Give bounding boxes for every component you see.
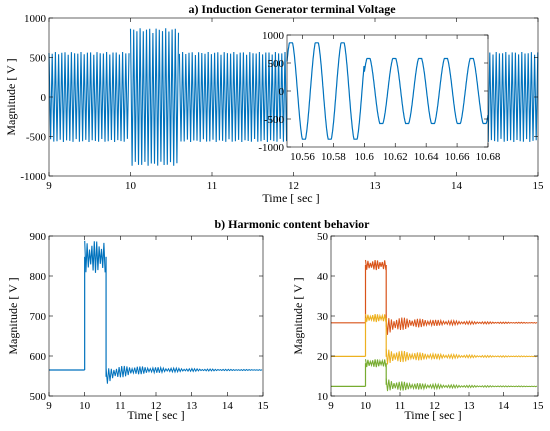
- chart-c-ytick-label: 50: [317, 231, 329, 243]
- chart-b-xtick-label: 9: [46, 400, 52, 412]
- chart-b-title: b) Harmonic content behavior: [215, 217, 371, 231]
- chart-c-ytick-label: 20: [317, 351, 329, 363]
- series-plateau: [364, 313, 387, 323]
- inset-xtick-label: 10.56: [290, 151, 315, 163]
- chart-a-xtick-label: 13: [370, 180, 382, 192]
- chart-b-ytick-label: 600: [30, 351, 47, 363]
- chart-a-xtick-label: 10: [125, 180, 137, 192]
- chart-a-xtick-label: 9: [46, 180, 52, 192]
- chart-b-axes: 9 10 11 12 13 14 15 500 600 700 800 900: [30, 231, 270, 412]
- chart-c-ytick-label: 40: [317, 271, 329, 283]
- chart-b-frame: [48, 235, 264, 397]
- chart-b-ytick-label: 700: [30, 311, 47, 323]
- chart-a-xtick-label: 11: [207, 180, 218, 192]
- chart-b-ytick-label: 500: [30, 391, 47, 403]
- chart-a-ylabel: Magnitude [ V ]: [4, 58, 18, 135]
- chart-b-ytick-label: 800: [30, 271, 47, 283]
- chart-c-xtick-label: 13: [464, 400, 476, 412]
- chart-b-ytick-label: 900: [30, 231, 47, 243]
- chart-b-xtick-label: 14: [222, 400, 234, 412]
- chart-b-xtick-label: 10: [79, 400, 91, 412]
- chart-b-xtick-label: 15: [258, 400, 270, 412]
- chart-c-xtick-label: 9: [328, 400, 334, 412]
- inset-xtick-label: 10.64: [414, 151, 439, 163]
- chart-c-xtick-label: 15: [533, 400, 545, 412]
- chart-a-ytick-label: -500: [26, 132, 47, 144]
- inset-ytick-label: 0: [279, 86, 285, 98]
- chart-harmonic-left: b) Harmonic content behavior 9 10 11 12 13 14…: [6, 217, 370, 422]
- chart-b-plot-area: [49, 240, 263, 384]
- inset-xtick-label: 10.68: [476, 151, 501, 163]
- chart-b-xlabel: Time [ sec ]: [127, 408, 184, 422]
- chart-c-xtick-label: 12: [429, 400, 440, 412]
- inset-ytick-label: 1000: [262, 30, 285, 42]
- chart-b-xtick-label: 11: [115, 400, 126, 412]
- chart-c-xtick-label: 14: [498, 400, 510, 412]
- chart-a-title: a) Induction Generator terminal Voltage: [188, 2, 396, 16]
- inset-ytick-label: -1000: [258, 142, 284, 154]
- series-decay: [385, 348, 538, 365]
- chart-c-ylabel: Magnitude [ V ]: [291, 277, 305, 354]
- chart-b-ylabel: Magnitude [ V ]: [6, 277, 20, 354]
- series-decay: [105, 365, 263, 384]
- inset-ytick-label: 500: [268, 58, 285, 70]
- chart-c-ytick-label: 30: [317, 311, 329, 323]
- inset-waveform: [286, 42, 489, 140]
- inset-xtick-label: 10.62: [383, 151, 408, 163]
- chart-b-xtick-label: 13: [186, 400, 198, 412]
- series-plateau: [84, 240, 106, 273]
- inset-ytick-label: -500: [264, 114, 285, 126]
- chart-c-frame: [330, 235, 539, 397]
- chart-a-xtick-label: 12: [288, 180, 299, 192]
- chart-a-ytick-label: -1000: [20, 171, 46, 183]
- inset-xtick-label: 10.58: [321, 151, 346, 163]
- chart-a-inset: 10.56 10.58 10.6 10.62 10.64 10.66 10.68 -1000 -…: [258, 30, 501, 163]
- chart-b-xtick-label: 12: [151, 400, 162, 412]
- series-decay: [385, 317, 538, 335]
- chart-c-ytick-label: 10: [317, 391, 329, 403]
- chart-a-ytick-label: 500: [30, 53, 47, 65]
- chart-c-xtick-label: 11: [395, 400, 406, 412]
- chart-a-xlabel: Time [ sec ]: [262, 191, 319, 205]
- series-decay: [385, 378, 538, 392]
- chart-a-xtick-label: 15: [533, 180, 545, 192]
- chart-c-xlabel: Time [ sec ]: [404, 408, 461, 422]
- chart-a-ytick-label: 1000: [24, 13, 47, 25]
- series-plateau: [364, 358, 387, 368]
- chart-voltage: a) Induction Generator terminal Voltage …: [4, 2, 544, 205]
- chart-c-plot-area: [331, 259, 538, 392]
- chart-a-xtick-label: 14: [451, 180, 463, 192]
- series-plateau: [364, 259, 387, 271]
- chart-a-ytick-label: 0: [41, 92, 47, 104]
- chart-a-axes: 9 10 11 12 13 14 15 -1000 -500 0 500 1000: [20, 13, 544, 192]
- voltage-band-segment: [129, 28, 180, 166]
- chart-c-xtick-label: 10: [360, 400, 372, 412]
- voltage-band-segment: [48, 51, 130, 143]
- inset-xtick-label: 10.6: [355, 151, 375, 163]
- inset-xtick-label: 10.66: [445, 151, 470, 163]
